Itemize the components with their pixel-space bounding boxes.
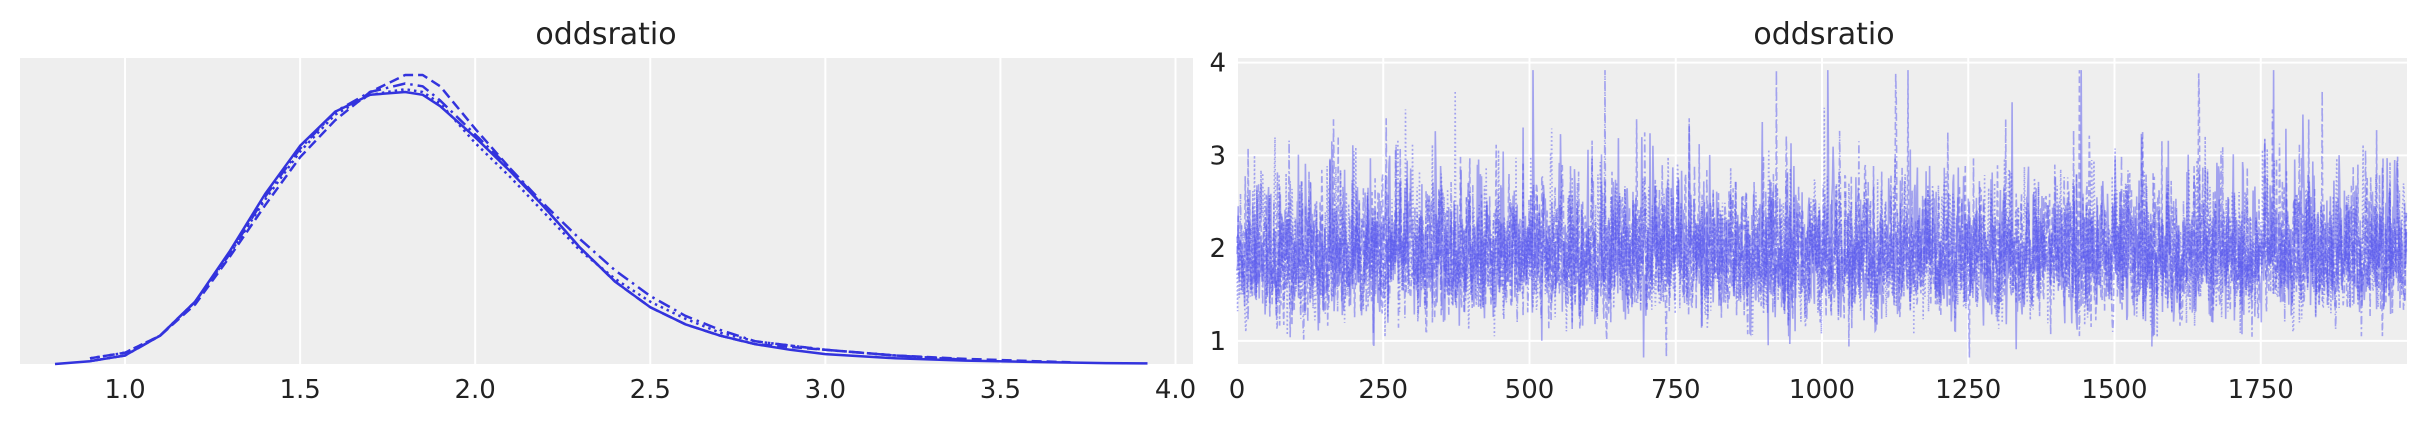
trace-y-tick-label: 4 bbox=[1209, 49, 1226, 79]
trace-x-tick-label: 750 bbox=[1651, 375, 1701, 405]
kde-x-tick-label: 2.0 bbox=[455, 375, 496, 405]
trace-y-tick-label: 2 bbox=[1209, 234, 1226, 264]
trace-y-tick-label: 3 bbox=[1209, 141, 1226, 171]
trace-x-ticks: 0 250 500 750 1000 1250 1500 1750 bbox=[1229, 375, 2294, 405]
trace-x-tick-label: 1500 bbox=[2081, 375, 2147, 405]
trace-x-tick-label: 1000 bbox=[1789, 375, 1855, 405]
trace-x-tick-label: 0 bbox=[1229, 375, 1246, 405]
kde-x-tick-label: 1.0 bbox=[104, 375, 145, 405]
trace-series-dashdot bbox=[1236, 70, 2408, 358]
trace-x-tick-label: 500 bbox=[1505, 375, 1555, 405]
kde-x-tick-label: 4.0 bbox=[1155, 375, 1196, 405]
kde-plot-area bbox=[20, 58, 1193, 364]
trace-panel: oddsratio 0 250 500 750 1000 1250 1500 1750 1 2 3… bbox=[1209, 17, 2408, 405]
kde-x-tick-label: 3.0 bbox=[805, 375, 846, 405]
kde-x-tick-label: 2.5 bbox=[630, 375, 671, 405]
kde-grid bbox=[124, 58, 1177, 364]
kde-lines bbox=[54, 73, 1148, 366]
kde-x-tick-label: 3.5 bbox=[980, 375, 1021, 405]
kde-title: oddsratio bbox=[535, 17, 676, 52]
trace-x-tick-label: 1250 bbox=[1935, 375, 2001, 405]
trace-series-dotted bbox=[1236, 90, 2408, 338]
trace-lines bbox=[1236, 70, 2408, 358]
kde-x-tick-label: 1.5 bbox=[279, 375, 320, 405]
kde-panel: oddsratio 1.0 1.5 2.0 2.5 3.0 3.5 4.0 bbox=[20, 17, 1196, 405]
kde-x-ticks: 1.0 1.5 2.0 2.5 3.0 3.5 4.0 bbox=[104, 375, 1196, 405]
trace-y-ticks: 1 2 3 4 bbox=[1209, 49, 1226, 357]
trace-x-tick-label: 1750 bbox=[2228, 375, 2294, 405]
kde-series-dashdot bbox=[89, 82, 966, 363]
trace-x-tick-label: 250 bbox=[1358, 375, 1408, 405]
trace-y-tick-label: 1 bbox=[1209, 327, 1226, 357]
kde-series-dashed bbox=[89, 73, 1071, 364]
trace-title: oddsratio bbox=[1753, 17, 1894, 52]
